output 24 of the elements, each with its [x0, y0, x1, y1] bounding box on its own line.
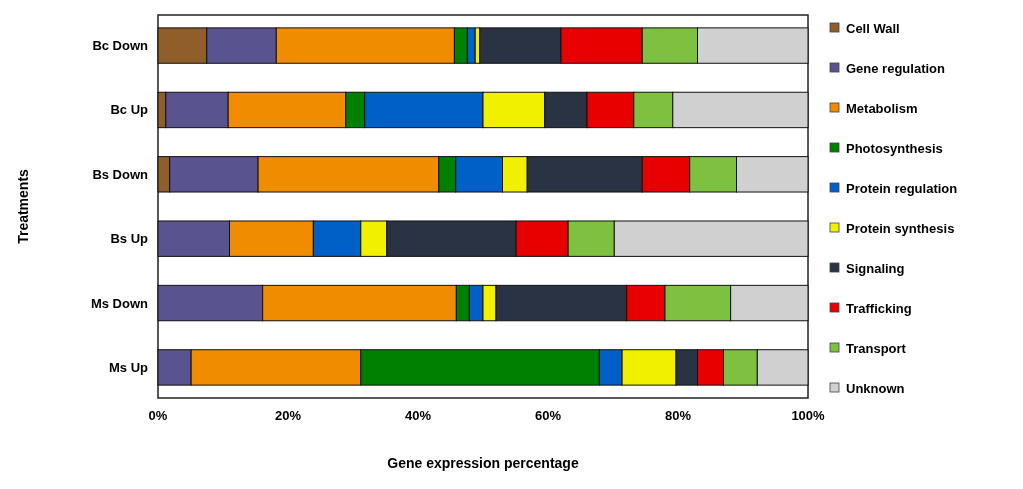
y-axis-title: Treatments [15, 168, 31, 244]
y-tick-label: Ms Down [90, 295, 149, 311]
y-tick-label: Ms Up [109, 359, 149, 375]
legend-label: Gene regulation [846, 60, 946, 76]
x-tick-label: 20% [274, 408, 302, 423]
legend-label: Photosynthesis [846, 140, 943, 156]
legend-label: Protein regulation [846, 180, 958, 196]
legend-label: Cell Wall [846, 20, 900, 36]
legend-label: Transport [846, 340, 907, 356]
y-tick-label: Bc Down [92, 38, 149, 54]
x-tick-label: 100% [791, 408, 826, 423]
legend-label: Metabolism [846, 100, 918, 116]
legend-label: Signaling [846, 260, 905, 276]
y-tick-label: Bs Down [92, 166, 149, 182]
x-tick-label: 60% [534, 408, 562, 423]
legend-label: Unknown [846, 380, 905, 396]
legend-label: Trafficking [846, 300, 912, 316]
x-tick-label: 0% [148, 408, 168, 423]
y-tick-label: Bc Up [110, 102, 149, 118]
x-tick-label: 40% [404, 408, 432, 423]
x-tick-label: 80% [664, 408, 692, 423]
y-tick-label: Bs Up [110, 231, 149, 247]
x-axis-title: Gene expression percentage [387, 455, 579, 471]
legend-label: Protein synthesis [846, 220, 955, 236]
